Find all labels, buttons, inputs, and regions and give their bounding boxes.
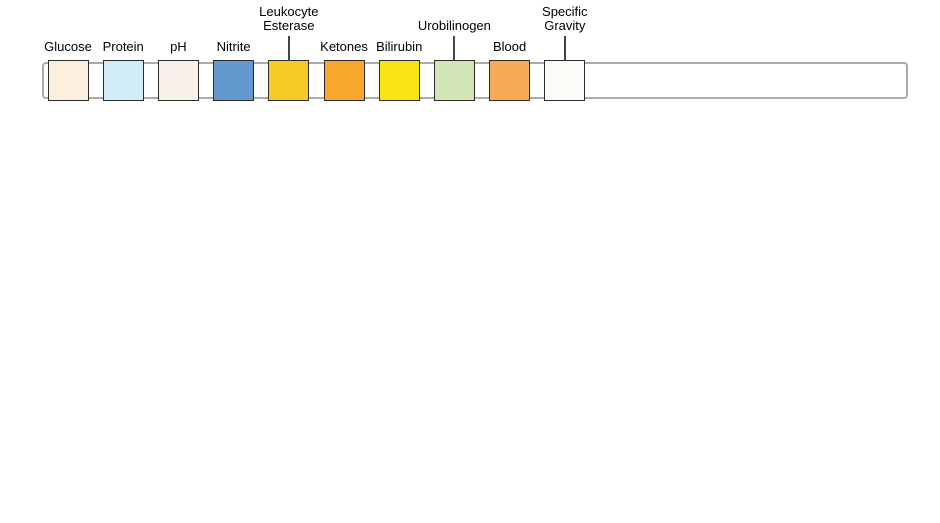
pad-bilirubin: [378, 60, 420, 101]
label-glucose: Glucose: [44, 39, 92, 54]
label-urobilinogen: Urobilinogen: [417, 18, 491, 33]
pointer-leukocyte-esterase: [287, 36, 290, 61]
pad-leukocyte-esterase: [268, 60, 310, 101]
pad-blood: [489, 60, 531, 101]
pad-nitrite: [213, 60, 255, 101]
label-leukocyte-esterase: Leukocyte Esterase: [259, 4, 319, 33]
label-protein: Protein: [102, 39, 144, 54]
label-nitrite: Nitrite: [216, 39, 251, 54]
pointer-urobilinogen: [453, 36, 456, 61]
label-ketones: Ketones: [320, 39, 368, 54]
pad-glucose: [47, 60, 89, 101]
label-specific-gravity: Specific Gravity: [542, 4, 588, 33]
label-blood: Blood: [492, 39, 527, 54]
label-ph: pH: [170, 39, 187, 54]
label-bilirubin: Bilirubin: [376, 39, 423, 54]
pad-ketones: [323, 60, 365, 101]
pad-urobilinogen: [433, 60, 475, 101]
pad-specific-gravity: [544, 60, 586, 101]
pointer-specific-gravity: [563, 36, 566, 61]
pad-ph: [157, 60, 199, 101]
pad-protein: [102, 60, 144, 101]
